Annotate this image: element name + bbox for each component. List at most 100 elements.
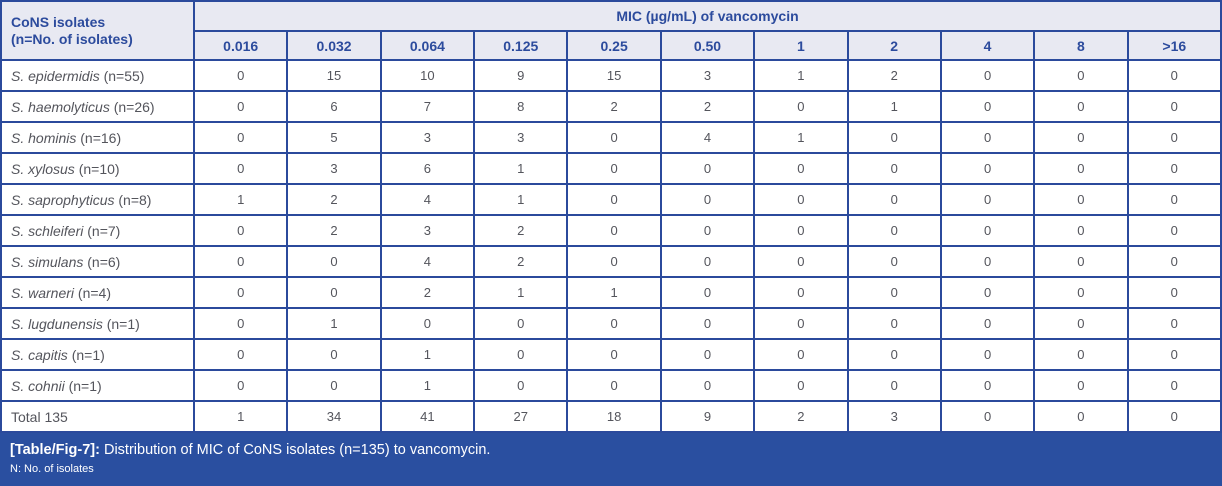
- mic-column-header: 1: [753, 30, 849, 61]
- species-cell: S. saprophyticus (n=8): [0, 183, 195, 216]
- total-label-cell: Total 135: [0, 400, 195, 433]
- mic-value-cell: 0: [566, 121, 662, 154]
- mic-value-cell: 1: [566, 276, 662, 309]
- mic-value-cell: 0: [1126, 90, 1222, 123]
- species-cell: S. cohnii (n=1): [0, 369, 195, 402]
- species-count: (n=1): [106, 315, 140, 332]
- mic-value-cell: 0: [192, 59, 289, 92]
- mic-column-header: 0.016: [192, 30, 289, 61]
- mic-value-cell: 0: [659, 369, 756, 402]
- mic-value-cell: 3: [659, 59, 756, 92]
- mic-value-cell: 0: [192, 90, 289, 123]
- species-name: S. saprophyticus: [11, 191, 115, 208]
- mic-value-cell: 0: [1126, 121, 1222, 154]
- total-value-cell: 0: [939, 400, 1036, 433]
- mic-distribution-table: CoNS isolates (n=No. of isolates) MIC (µ…: [0, 0, 1222, 433]
- mic-value-cell: 10: [379, 59, 476, 92]
- caption-text: Distribution of MIC of CoNS isolates (n=…: [103, 442, 491, 458]
- mic-value-cell: 0: [753, 338, 849, 371]
- mic-value-cell: 8: [473, 90, 569, 123]
- total-value-cell: 3: [846, 400, 942, 433]
- species-cell: S. lugdunensis (n=1): [0, 307, 195, 340]
- species-count: (n=1): [68, 377, 102, 394]
- mic-value-cell: 0: [473, 369, 569, 402]
- species-count: (n=26): [113, 98, 155, 115]
- mic-value-cell: 1: [379, 338, 476, 371]
- mic-value-cell: 0: [846, 245, 942, 278]
- mic-value-cell: 0: [1126, 245, 1222, 278]
- mic-value-cell: 0: [753, 369, 849, 402]
- mic-value-cell: 0: [1033, 307, 1129, 340]
- mic-value-cell: 0: [566, 152, 662, 185]
- corner-header-line2: (n=No. of isolates): [11, 30, 133, 47]
- mic-value-cell: 0: [192, 214, 289, 247]
- mic-value-cell: 1: [473, 183, 569, 216]
- table-caption-bar: [Table/Fig-7]: Distribution of MIC of Co…: [0, 433, 1222, 486]
- mic-value-cell: 1: [753, 59, 849, 92]
- total-value-cell: 0: [1126, 400, 1222, 433]
- species-count: (n=6): [87, 253, 121, 270]
- mic-value-cell: 0: [473, 307, 569, 340]
- mic-value-cell: 0: [846, 338, 942, 371]
- mic-value-cell: 0: [939, 183, 1036, 216]
- mic-value-cell: 1: [846, 90, 942, 123]
- mic-value-cell: 0: [659, 307, 756, 340]
- mic-value-cell: 3: [379, 214, 476, 247]
- species-name: S. simulans: [11, 253, 84, 270]
- mic-value-cell: 3: [473, 121, 569, 154]
- mic-value-cell: 0: [939, 152, 1036, 185]
- total-value-cell: 9: [659, 400, 756, 433]
- mic-value-cell: 0: [192, 338, 289, 371]
- mic-value-cell: 0: [939, 59, 1036, 92]
- mic-value-cell: 0: [846, 276, 942, 309]
- mic-value-cell: 0: [753, 245, 849, 278]
- species-name: S. cohnii: [11, 377, 65, 394]
- table-row: S. simulans (n=6) 0 0 4 2 0 0 0 0 0 0 0: [0, 245, 1222, 278]
- mic-value-cell: 7: [379, 90, 476, 123]
- mic-value-cell: 2: [846, 59, 942, 92]
- mic-value-cell: 0: [473, 338, 569, 371]
- total-value-cell: 18: [566, 400, 662, 433]
- species-count: (n=55): [103, 67, 145, 84]
- species-name: S. capitis: [11, 346, 68, 363]
- species-cell: S. epidermidis (n=55): [0, 59, 195, 92]
- mic-value-cell: 0: [1126, 307, 1222, 340]
- mic-value-cell: 0: [1126, 276, 1222, 309]
- mic-value-cell: 15: [566, 59, 662, 92]
- table-row: S. hominis (n=16) 0 5 3 3 0 4 1 0 0 0 0: [0, 121, 1222, 154]
- mic-value-cell: 0: [192, 152, 289, 185]
- mic-value-cell: 0: [566, 245, 662, 278]
- table-row: S. capitis (n=1) 0 0 1 0 0 0 0 0 0 0 0: [0, 338, 1222, 371]
- mic-value-cell: 6: [286, 90, 382, 123]
- mic-value-cell: 3: [379, 121, 476, 154]
- species-cell: S. schleiferi (n=7): [0, 214, 195, 247]
- mic-value-cell: 0: [1033, 59, 1129, 92]
- mic-value-cell: 0: [1126, 152, 1222, 185]
- caption-tag: [Table/Fig-7]:: [10, 442, 100, 458]
- mic-value-cell: 0: [1126, 183, 1222, 216]
- species-name: S. schleiferi: [11, 222, 84, 239]
- mic-value-cell: 0: [1126, 214, 1222, 247]
- total-row: Total 135 1 34 41 27 18 9 2 3 0 0 0: [0, 400, 1222, 433]
- species-count: (n=4): [77, 284, 111, 301]
- mic-value-cell: 2: [566, 90, 662, 123]
- mic-value-cell: 4: [659, 121, 756, 154]
- caption-note: N: No. of isolates: [10, 463, 94, 475]
- table-row: S. warneri (n=4) 0 0 2 1 1 0 0 0 0 0 0: [0, 276, 1222, 309]
- mic-value-cell: 0: [846, 183, 942, 216]
- mic-value-cell: 0: [846, 214, 942, 247]
- corner-header-line1: CoNS isolates: [11, 13, 106, 30]
- total-value-cell: 27: [473, 400, 569, 433]
- mic-value-cell: 2: [659, 90, 756, 123]
- mic-value-cell: 0: [379, 307, 476, 340]
- table-body: S. epidermidis (n=55) 0 15 10 9 15 3 1 2 0 0 0 S. ha…: [0, 59, 1222, 433]
- species-cell: S. haemolyticus (n=26): [0, 90, 195, 123]
- mic-value-cell: 0: [1033, 245, 1129, 278]
- mic-column-header: 0.064: [379, 30, 476, 61]
- mic-value-cell: 0: [753, 214, 849, 247]
- mic-value-cell: 0: [939, 276, 1036, 309]
- mic-value-cell: 9: [473, 59, 569, 92]
- species-count: (n=8): [118, 191, 152, 208]
- mic-value-cell: 0: [566, 338, 662, 371]
